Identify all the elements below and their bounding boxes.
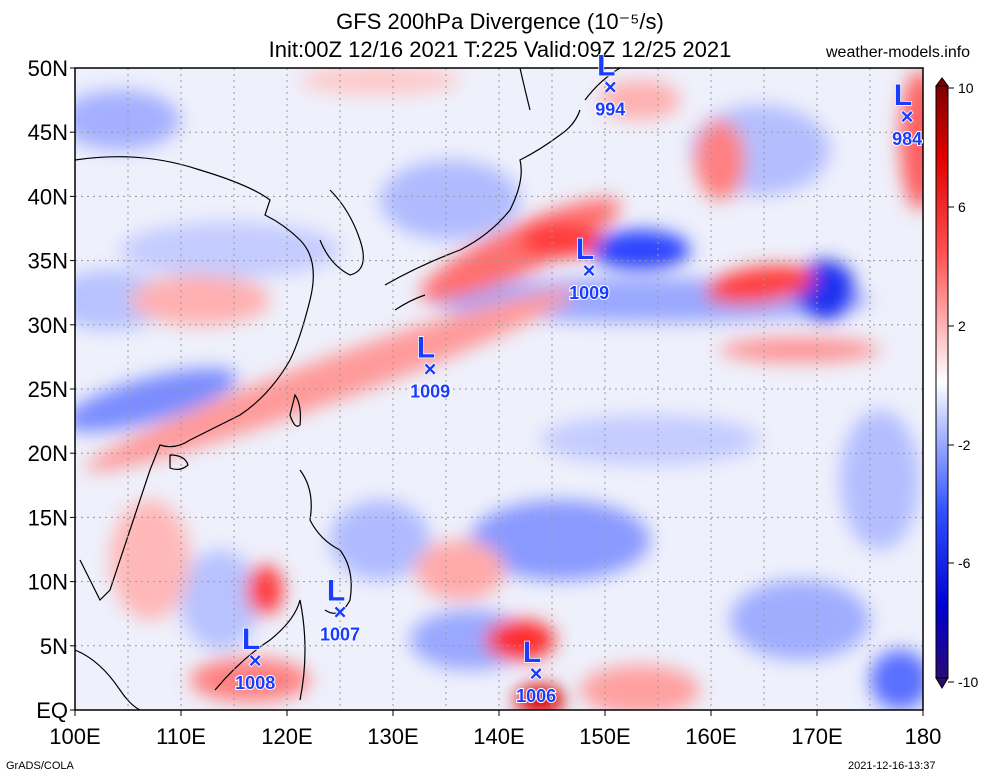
colorbar-label: 10 (958, 80, 974, 96)
lat-label: 35N (28, 249, 68, 274)
lon-label: 100E (49, 724, 100, 749)
colorbar-label: -2 (958, 437, 971, 453)
low-pressure-label: 1009 (569, 283, 609, 303)
colorbar: 10 6 2 -2 -6 -10 (935, 77, 978, 690)
lat-label: 10N (28, 570, 68, 595)
low-pressure-label: 1007 (320, 624, 360, 644)
chart-title: GFS 200hPa Divergence (10⁻⁵/s) (336, 9, 664, 34)
lon-label: 130E (367, 724, 418, 749)
low-symbol: L (576, 233, 594, 266)
lon-label: 110E (156, 724, 206, 749)
low-symbol: L (327, 574, 345, 607)
low-symbol: L (894, 79, 912, 112)
low-symbol: L (417, 332, 435, 365)
lon-label: 150E (579, 724, 630, 749)
low-marker: × (334, 599, 347, 624)
low-symbol: L (242, 623, 260, 656)
site-watermark: weather-models.info (826, 44, 971, 61)
lon-label: 120E (261, 724, 312, 749)
low-pressure-label: 1008 (235, 673, 275, 693)
low-pressure-label: 1009 (410, 382, 450, 402)
colorbar-label: -6 (958, 555, 971, 571)
low-marker: × (424, 357, 437, 382)
lat-label: 20N (28, 441, 68, 466)
lon-label: 170E (791, 724, 842, 749)
low-symbol: L (597, 49, 615, 82)
colorbar-label: 6 (958, 199, 966, 215)
low-center: L×994 (594, 49, 626, 121)
low-marker: × (249, 648, 262, 673)
lat-label: 25N (28, 377, 68, 402)
divergence-field (75, 68, 923, 710)
lat-label: EQ (36, 698, 68, 723)
low-center: L×1009 (568, 232, 610, 304)
low-symbol: L (523, 636, 541, 669)
lat-label: 45N (28, 120, 68, 145)
lon-label: 160E (685, 724, 736, 749)
low-center: L×984 (891, 78, 923, 150)
low-center: L×1007 (319, 574, 361, 646)
low-marker: × (583, 258, 596, 283)
low-center: L×1006 (515, 635, 557, 707)
lon-label: 180 (905, 724, 942, 749)
gridlines (75, 68, 923, 710)
lat-label: 15N (28, 505, 68, 530)
chart-subtitle: Init:00Z 12/16 2021 T:225 Valid:09Z 12/2… (268, 37, 732, 62)
lat-label: 30N (28, 313, 68, 338)
low-pressure-label: 1006 (516, 686, 556, 706)
footer-timestamp: 2021-12-16-13:37 (848, 760, 936, 772)
lat-label: 5N (40, 634, 68, 659)
lat-label: 50N (28, 56, 68, 81)
latitude-labels: EQ 5N 10N 15N 20N 25N 30N 35N 40N 45N 50N (28, 56, 75, 723)
low-marker: × (530, 661, 543, 686)
low-marker: × (901, 104, 914, 129)
colorbar-label: -10 (958, 674, 978, 690)
lon-label: 140E (473, 724, 524, 749)
longitude-labels: 100E 110E 120E 130E 140E 150E 160E 170E 180 (49, 710, 941, 749)
low-pressure-label: 994 (595, 99, 625, 119)
low-marker: × (604, 74, 617, 99)
lat-label: 40N (28, 184, 68, 209)
low-pressure-label: 984 (892, 129, 922, 149)
low-center: L×1008 (234, 622, 276, 694)
footer-credit: GrADS/COLA (6, 760, 74, 772)
low-center: L×1009 (409, 331, 451, 403)
colorbar-label: 2 (958, 318, 966, 334)
